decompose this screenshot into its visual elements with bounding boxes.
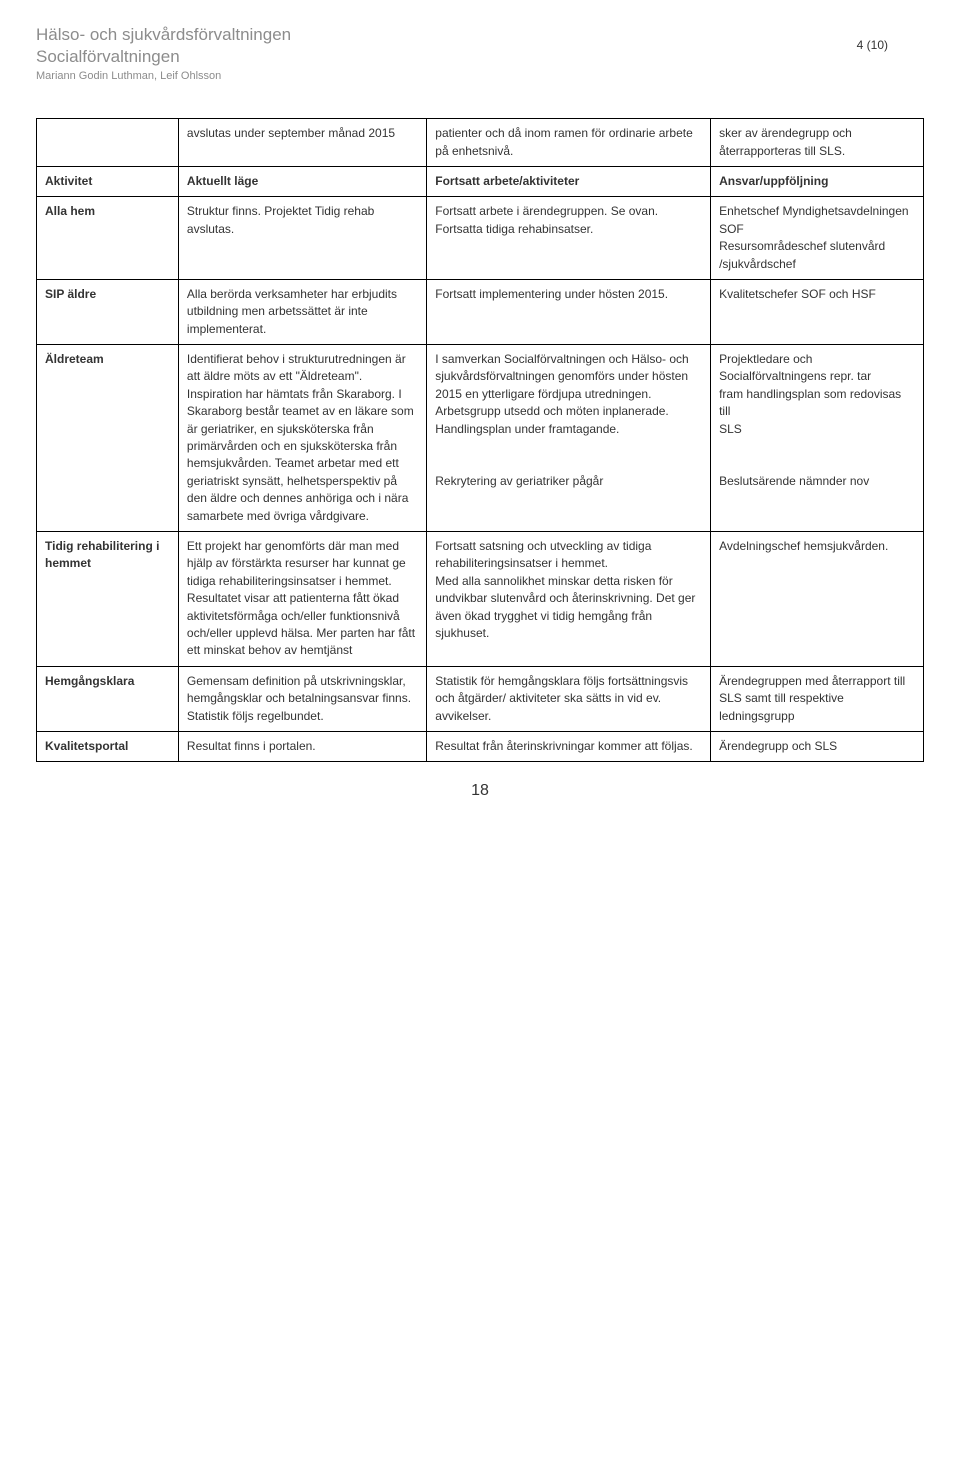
footer-page-number: 18 <box>36 782 924 800</box>
row-sip-aldre-c4: Kvalitetschefer SOF och HSF <box>711 279 924 344</box>
col-ansvar: Ansvar/uppföljning <box>711 166 924 196</box>
row-tidig-rehab-c2: Ett projekt har genomförts där man med h… <box>178 532 426 667</box>
row-tidig-rehab-c4: Avdelningschef hemsjukvården. <box>711 532 924 667</box>
cell-empty <box>37 119 179 167</box>
row-hemgangsklara-label: Hemgångsklara <box>37 666 179 731</box>
table-row: Äldreteam Identifierat behov i strukturu… <box>37 345 924 532</box>
row-aldreteam-c4: Projektledare och Socialförvaltningens r… <box>711 345 924 532</box>
table-header-row: Aktivitet Aktuellt läge Fortsatt arbete/… <box>37 166 924 196</box>
row-tidig-rehab-label: Tidig rehabilitering i hemmet <box>37 532 179 667</box>
row-sip-aldre-label: SIP äldre <box>37 279 179 344</box>
col-fortsatt-arbete: Fortsatt arbete/aktiviteter <box>427 166 711 196</box>
row-aldreteam-c2: Identifierat behov i strukturutredningen… <box>178 345 426 532</box>
table-row: Tidig rehabilitering i hemmet Ett projek… <box>37 532 924 667</box>
table-row: Hemgångsklara Gemensam definition på uts… <box>37 666 924 731</box>
table-row: Kvalitetsportal Resultat finns i portale… <box>37 731 924 761</box>
row-aldreteam-c3: I samverkan Socialförvaltningen och Häls… <box>427 345 711 532</box>
activity-table: avslutas under september månad 2015 pati… <box>36 118 924 762</box>
header-org-2: Socialförvaltningen <box>36 46 924 68</box>
cell-prehead-c3: patienter och då inom ramen för ordinari… <box>427 119 711 167</box>
row-alla-hem-label: Alla hem <box>37 197 179 280</box>
row-tidig-rehab-c3: Fortsatt satsning och utveckling av tidi… <box>427 532 711 667</box>
row-hemgangsklara-c4: Ärendegruppen med återrapport till SLS s… <box>711 666 924 731</box>
row-hemgangsklara-c2: Gemensam definition på utskrivningsklar,… <box>178 666 426 731</box>
row-alla-hem-c2: Struktur finns. Projektet Tidig rehab av… <box>178 197 426 280</box>
table-row-prehead: avslutas under september månad 2015 pati… <box>37 119 924 167</box>
cell-prehead-c4: sker av ärendegrupp och återrapporteras … <box>711 119 924 167</box>
cell-prehead-c2: avslutas under september månad 2015 <box>178 119 426 167</box>
row-hemgangsklara-c3: Statistik för hemgångsklara följs fortsä… <box>427 666 711 731</box>
row-alla-hem-c3: Fortsatt arbete i ärendegruppen. Se ovan… <box>427 197 711 280</box>
row-kvalitetsportal-c4: Ärendegrupp och SLS <box>711 731 924 761</box>
header-authors: Mariann Godin Luthman, Leif Ohlsson <box>36 70 924 82</box>
row-kvalitetsportal-c2: Resultat finns i portalen. <box>178 731 426 761</box>
header-org-1: Hälso- och sjukvårdsförvaltningen <box>36 24 924 46</box>
row-kvalitetsportal-label: Kvalitetsportal <box>37 731 179 761</box>
table-row: Alla hem Struktur finns. Projektet Tidig… <box>37 197 924 280</box>
col-aktuellt-lage: Aktuellt läge <box>178 166 426 196</box>
page-indicator: 4 (10) <box>857 38 888 52</box>
table-row: SIP äldre Alla berörda verksamheter har … <box>37 279 924 344</box>
row-aldreteam-label: Äldreteam <box>37 345 179 532</box>
row-sip-aldre-c2: Alla berörda verksamheter har erbjudits … <box>178 279 426 344</box>
col-aktivitet: Aktivitet <box>37 166 179 196</box>
row-sip-aldre-c3: Fortsatt implementering under hösten 201… <box>427 279 711 344</box>
row-kvalitetsportal-c3: Resultat från återinskrivningar kommer a… <box>427 731 711 761</box>
row-alla-hem-c4: Enhetschef Myndighetsavdelningen SOFResu… <box>711 197 924 280</box>
